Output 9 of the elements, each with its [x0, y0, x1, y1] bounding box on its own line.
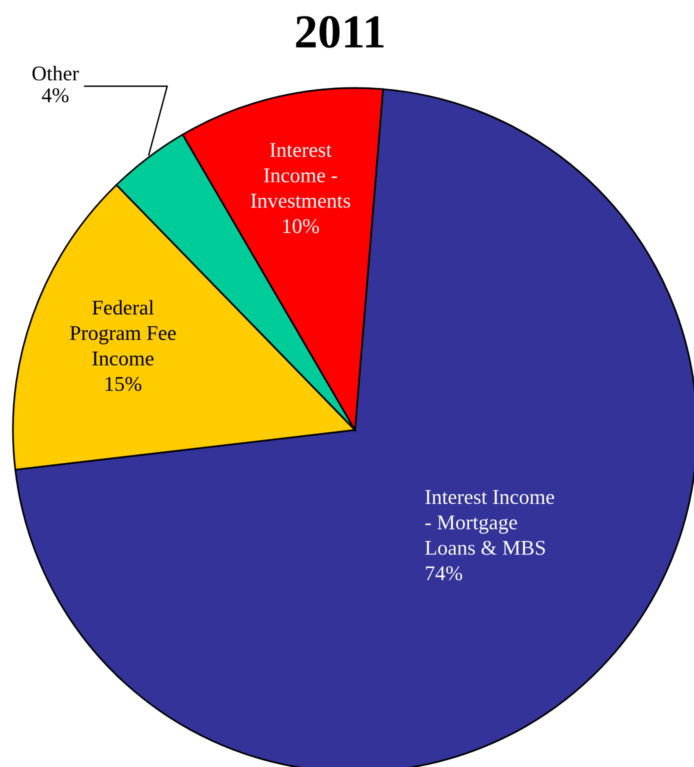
chart-title: 2011: [296, 16, 384, 48]
data-label: 15%: [106, 376, 142, 391]
data-label: 74%: [426, 566, 462, 580]
data-label: 10%: [283, 219, 319, 234]
slice-label: Other: [32, 66, 79, 81]
slice-label: Interest Income - Mortgage Loans & MBS: [425, 490, 554, 555]
slice-label: Interest Income - Investments: [250, 143, 350, 208]
data-label: 4%: [42, 88, 69, 102]
slice-label: Federal Program Fee Income: [70, 300, 176, 366]
